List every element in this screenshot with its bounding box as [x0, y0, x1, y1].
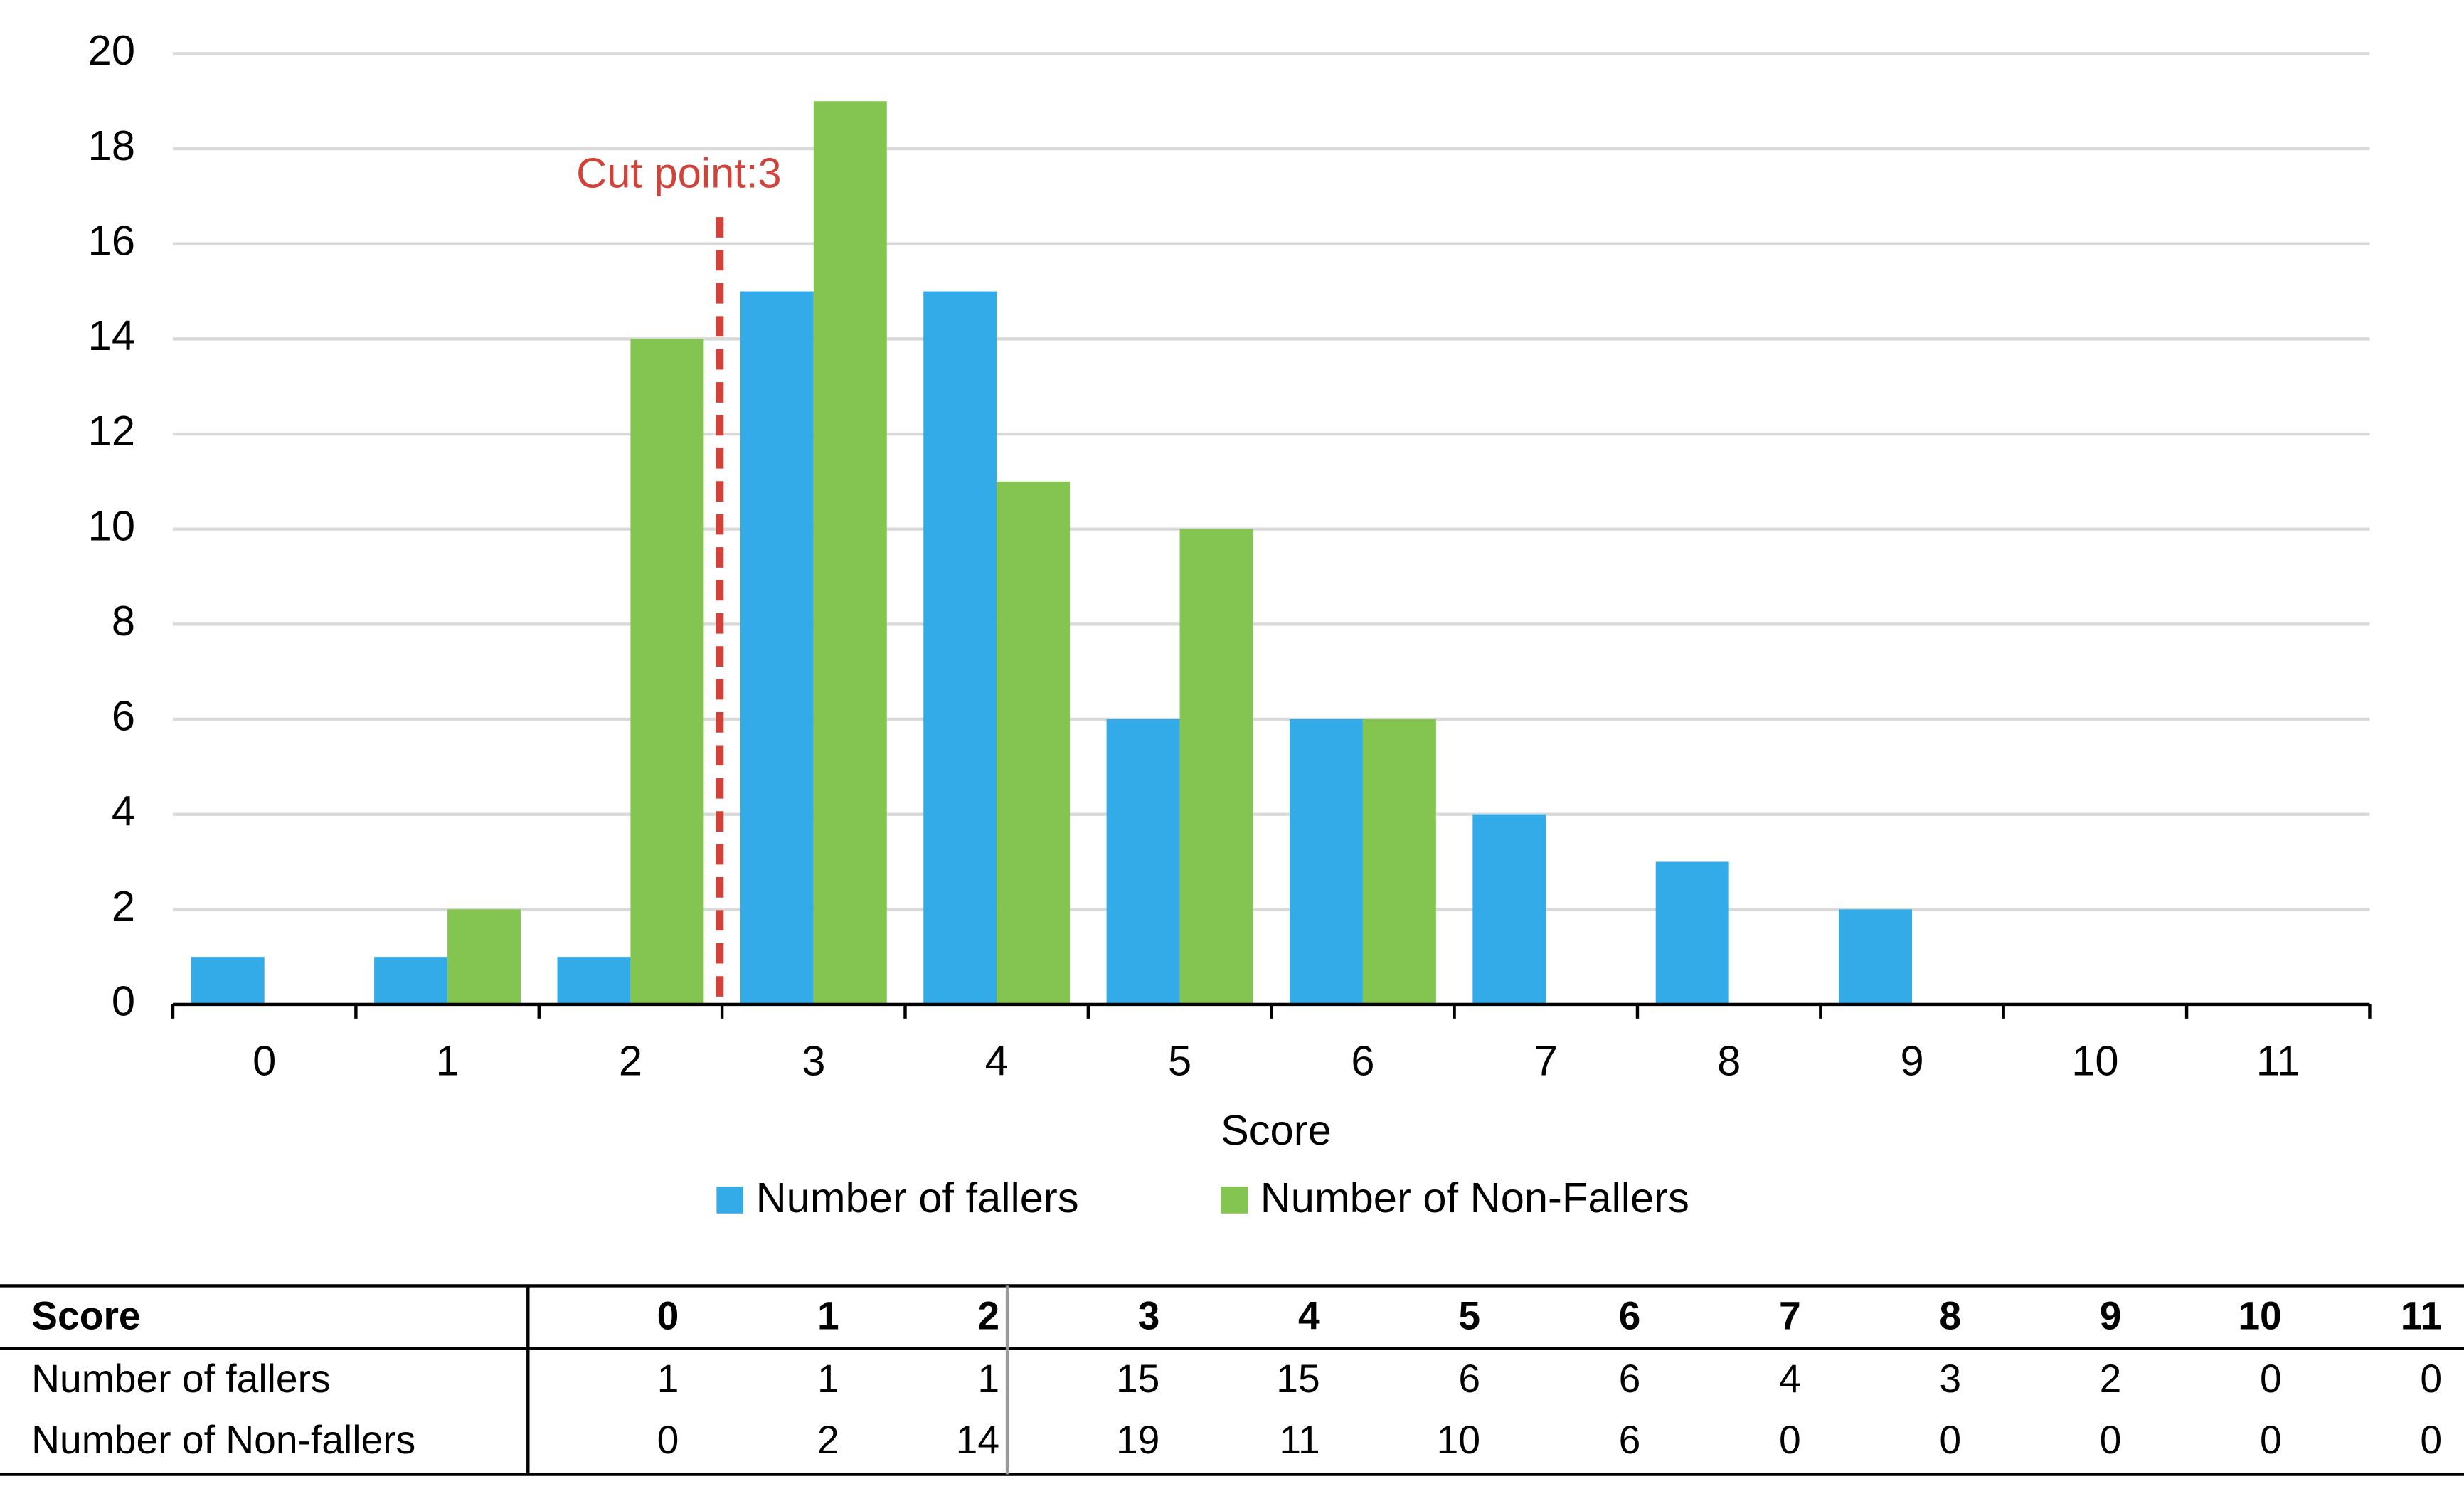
legend-label: Number of Non-Fallers [1260, 1174, 1689, 1221]
table-header: 8 [1939, 1293, 1961, 1337]
table-cell: 6 [1458, 1357, 1480, 1401]
table-cell: 6 [1619, 1418, 1641, 1462]
table-cell: 6 [1619, 1357, 1641, 1401]
x-tick-label: 4 [985, 1037, 1009, 1085]
bar [1655, 861, 1729, 1004]
table-cell: 10 [1437, 1418, 1480, 1462]
table-cell: 4 [1779, 1357, 1801, 1401]
table-cell: 1 [657, 1357, 679, 1401]
table-header: Score [31, 1293, 140, 1337]
bar [1179, 529, 1253, 1004]
y-tick-label: 10 [88, 502, 135, 549]
legend-swatch [716, 1187, 743, 1214]
x-tick-label: 11 [2256, 1037, 2300, 1085]
table-cell: 15 [1276, 1357, 1319, 1401]
table-cell: 3 [1939, 1357, 1961, 1401]
annotation: Cut point:3 [576, 149, 781, 196]
bar [997, 481, 1071, 1004]
table-cell: 0 [1779, 1418, 1801, 1462]
table-header: 5 [1458, 1293, 1480, 1337]
table-cell: 0 [2420, 1357, 2442, 1401]
table-cell: 2 [2100, 1357, 2122, 1401]
table-header: 2 [977, 1293, 999, 1337]
table-cell: 15 [1116, 1357, 1159, 1401]
table-cell: 0 [2100, 1418, 2122, 1462]
bar [557, 957, 631, 1004]
y-tick-label: 12 [88, 407, 135, 455]
bar [740, 291, 814, 1004]
y-tick-label: 6 [112, 692, 135, 740]
bar [1362, 719, 1436, 1004]
y-tick-label: 8 [112, 597, 135, 645]
y-tick-label: 14 [88, 312, 135, 359]
x-tick-label: 8 [1717, 1037, 1741, 1085]
table-cell: Number of fallers [31, 1357, 330, 1401]
x-tick-label: 5 [1168, 1037, 1191, 1085]
table-cell: 1 [977, 1357, 999, 1401]
table-cell: 0 [657, 1418, 679, 1462]
bar [191, 957, 265, 1004]
x-tick-label: 2 [619, 1037, 642, 1085]
y-tick-label: 2 [112, 882, 135, 930]
bar [923, 291, 997, 1004]
table-header: 11 [2401, 1293, 2442, 1337]
x-tick-label: 1 [435, 1037, 459, 1085]
y-tick-label: 0 [112, 977, 135, 1025]
table-cell: 0 [2420, 1418, 2442, 1462]
table-cell: 0 [1939, 1418, 1961, 1462]
table-cell: 0 [2260, 1357, 2282, 1401]
table-cell: Number of Non-fallers [31, 1418, 415, 1462]
bar [1472, 814, 1546, 1004]
bar [630, 339, 704, 1004]
x-axis-title: Score [1221, 1106, 1332, 1154]
bar [374, 957, 448, 1004]
table-cell: 0 [2260, 1418, 2282, 1462]
table-header: 4 [1298, 1293, 1320, 1337]
x-tick-label: 3 [802, 1037, 825, 1085]
y-tick-label: 4 [112, 787, 135, 834]
x-tick-label: 10 [2071, 1037, 2118, 1085]
table-cell: 11 [1279, 1418, 1319, 1462]
table-cell: 2 [817, 1418, 839, 1462]
table-cell: 14 [956, 1418, 999, 1462]
bar [1106, 719, 1180, 1004]
table-header: 1 [817, 1293, 839, 1337]
x-tick-label: 7 [1534, 1037, 1558, 1085]
y-tick-label: 20 [88, 26, 135, 74]
table-cell: 1 [817, 1357, 839, 1401]
table-cell: 19 [1116, 1418, 1159, 1462]
table-header: 10 [2238, 1293, 2281, 1337]
bar [1839, 909, 1913, 1004]
x-tick-label: 9 [1900, 1037, 1923, 1085]
y-tick-label: 16 [88, 216, 135, 264]
x-tick-label: 0 [253, 1037, 276, 1085]
table-header: 6 [1619, 1293, 1641, 1337]
y-tick-label: 18 [88, 122, 135, 169]
table-header: 3 [1138, 1293, 1160, 1337]
table-header: 7 [1779, 1293, 1801, 1337]
x-tick-label: 6 [1351, 1037, 1374, 1085]
legend-swatch [1221, 1187, 1248, 1214]
legend-label: Number of fallers [756, 1174, 1079, 1221]
bar [1289, 719, 1363, 1004]
bar [447, 909, 521, 1004]
bar [813, 101, 887, 1004]
table-header: 9 [2100, 1293, 2122, 1337]
table-header: 0 [657, 1293, 679, 1337]
